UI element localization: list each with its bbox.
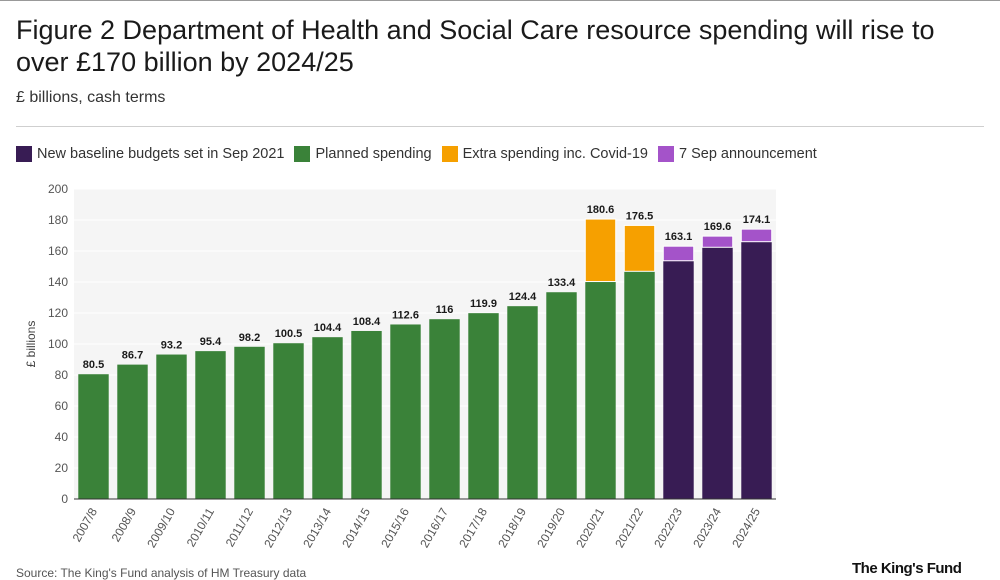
x-tick-label: 2016/17 [417,505,451,550]
y-tick-label: 20 [55,461,69,475]
data-label: 104.4 [314,322,342,334]
x-tick-label: 2023/24 [690,505,724,550]
data-label: 98.2 [239,332,260,344]
kings-fund-logo: The King's Fund [852,560,962,577]
bar-covid [584,218,617,283]
data-label: 174.1 [743,214,771,226]
bar-covid [623,224,656,272]
data-label: 133.4 [548,277,576,289]
y-tick-label: 200 [48,182,68,196]
y-tick-label: 180 [48,213,68,227]
source-note: Source: The King's Fund analysis of HM T… [16,566,307,580]
bar-planned [390,324,421,499]
x-tick-label: 2011/12 [223,505,257,549]
legend-item-planned: Planned spending [294,146,432,162]
bar-baseline [702,247,733,499]
bar-planned [273,343,304,499]
x-tick-label: 2014/15 [339,505,373,550]
bar-announcement [662,245,695,262]
x-tick-label: 2020/21 [573,505,607,550]
x-tick-label: 2013/14 [300,505,334,550]
y-tick-label: 140 [48,275,68,289]
data-label: 100.5 [275,328,303,340]
x-tick-label: 2012/13 [261,505,295,550]
bar-planned [312,337,343,499]
legend-swatch-announcement [657,146,674,162]
legend-item-announcement: 7 Sep announcement [657,146,817,162]
y-tick-label: 40 [55,430,69,444]
bar-planned [546,292,577,499]
x-tick-label: 2022/23 [651,505,685,550]
data-label: 116 [436,304,454,316]
bar-chart: 0 20 40 60 80 100 120 140 160 180 200 £ billions 80.… [24,182,776,550]
data-label: 95.4 [200,336,222,348]
data-label: 93.2 [161,340,182,352]
y-tick-label: 120 [48,306,68,320]
y-tick-label: 0 [61,492,68,506]
data-label: 86.7 [122,350,143,362]
title-divider [16,126,984,127]
x-tick-label: 2019/20 [534,505,568,550]
data-label: 163.1 [665,231,693,243]
x-tick-label: 2017/18 [456,505,490,550]
bar-planned [624,271,655,499]
bar-baseline [663,260,694,499]
legend-label-covid: Extra spending inc. Covid-19 [462,146,648,162]
y-tick-label: 160 [48,244,68,258]
data-label: 176.5 [626,210,654,222]
data-label: 180.6 [587,204,615,216]
x-tick-label: 2024/25 [729,505,763,550]
x-tick-label: 2015/16 [378,505,412,550]
y-tick-label: 100 [48,337,68,351]
data-label: 80.5 [83,359,104,371]
bar-planned [429,319,460,499]
bar-baseline [741,241,772,499]
bar-planned [195,351,226,499]
y-axis-label: £ billions [24,321,38,368]
bar-planned [117,364,148,499]
legend-label-planned: Planned spending [315,146,432,162]
data-label: 169.6 [704,221,732,233]
bar-planned [78,374,109,499]
bar-planned [351,330,382,499]
legend-item-covid: Extra spending inc. Covid-19 [441,146,648,162]
legend: New baseline budgets set in Sep 2021 Pla… [16,146,827,162]
y-tick-label: 80 [55,368,69,382]
bar-planned [507,306,538,499]
chart-title: Figure 2 Department of Health and Social… [16,15,935,77]
x-tick-label: 2021/22 [612,505,646,550]
legend-label-baseline: New baseline budgets set in Sep 2021 [37,146,285,162]
bar-planned [234,346,265,499]
legend-item-baseline: New baseline budgets set in Sep 2021 [16,146,284,162]
data-label: 108.4 [353,316,381,328]
x-tick-label: 2008/9 [109,505,140,544]
bar-planned [585,281,616,499]
legend-swatch-covid [441,146,458,162]
data-label: 112.6 [392,309,419,321]
x-tick-label: 2007/8 [70,505,101,544]
data-label: 124.4 [509,291,537,303]
x-tick-label: 2018/19 [495,505,529,550]
x-tick-label: 2009/10 [144,505,178,550]
x-tick-label: 2010/11 [184,505,218,549]
bar-announcement [701,235,734,248]
chart-subtitle: £ billions, cash terms [16,89,166,106]
legend-swatch-planned [294,146,311,162]
top-rule [0,0,1000,1]
y-tick-label: 60 [55,399,69,413]
data-label: 119.9 [470,298,497,310]
bar-planned [468,313,499,499]
bar-announcement [740,228,773,243]
legend-swatch-baseline [16,146,32,162]
legend-label-announcement: 7 Sep announcement [678,146,817,162]
bar-planned [156,354,187,499]
